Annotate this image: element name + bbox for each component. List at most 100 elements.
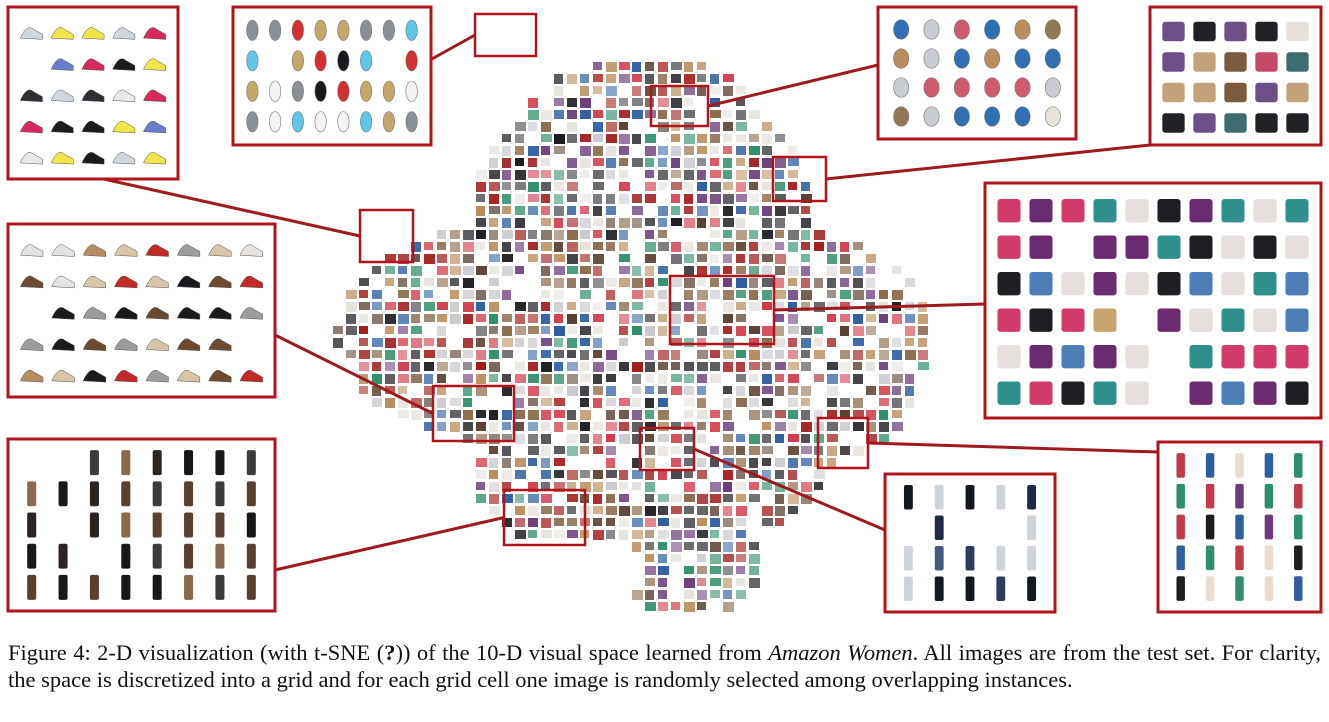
cloud-thumbnail (567, 266, 578, 274)
cloud-thumbnail (814, 302, 825, 312)
product-thumbnail (997, 308, 1021, 332)
cloud-thumbnail (580, 470, 590, 478)
cloud-thumbnail (775, 254, 786, 264)
product-thumbnail (1264, 453, 1274, 478)
cloud-thumbnail (398, 410, 409, 418)
cloud-thumbnail (658, 554, 667, 563)
cloud-thumbnail (684, 266, 694, 275)
cloud-thumbnail (723, 182, 733, 190)
cloud-thumbnail (632, 134, 641, 144)
cloud-thumbnail (554, 290, 564, 299)
product-thumbnail (184, 574, 194, 600)
cloud-thumbnail (554, 350, 564, 358)
cloud-thumbnail (723, 254, 732, 263)
cloud-thumbnail (372, 290, 382, 299)
product-thumbnail (953, 77, 970, 98)
product-thumbnail (82, 369, 106, 383)
cloud-thumbnail (801, 278, 810, 288)
product-thumbnail (19, 27, 43, 40)
product-thumbnail (27, 481, 37, 507)
cloud-thumbnail (697, 290, 708, 300)
cloud-thumbnail (606, 74, 616, 83)
cloud-thumbnail (541, 170, 551, 178)
cloud-thumbnail (840, 350, 850, 359)
product-thumbnail (1205, 576, 1215, 601)
cloud-thumbnail (528, 458, 537, 466)
cloud-thumbnail (567, 530, 578, 538)
cloud-thumbnail (580, 230, 590, 239)
product-thumbnail (923, 19, 940, 40)
product-thumbnail (152, 512, 162, 538)
product-thumbnail (1286, 21, 1309, 42)
cloud-thumbnail (723, 434, 733, 442)
connector-sneakers (89, 174, 361, 238)
product-thumbnail (996, 576, 1006, 601)
cloud-thumbnail (502, 182, 511, 190)
cloud-thumbnail (684, 506, 694, 514)
cloud-thumbnail (632, 542, 641, 552)
cloud-thumbnail (762, 446, 773, 454)
product-thumbnail (239, 369, 263, 383)
cloud-thumbnail (749, 446, 760, 455)
cloud-thumbnail (554, 422, 563, 432)
product-thumbnail (269, 111, 282, 133)
cloud-thumbnail (424, 278, 434, 286)
cloud-thumbnail (619, 194, 629, 204)
cloud-thumbnail (749, 242, 758, 251)
cloud-thumbnail (567, 506, 576, 514)
product-thumbnail (1253, 235, 1277, 259)
cloud-thumbnail (437, 398, 446, 408)
cloud-thumbnail (515, 218, 525, 228)
cloud-thumbnail (632, 278, 643, 288)
cloud-thumbnail (866, 386, 876, 395)
cloud-thumbnail (684, 386, 694, 395)
cloud-thumbnail (762, 194, 771, 202)
cloud-thumbnail (684, 86, 695, 95)
cloud-thumbnail (697, 254, 707, 262)
cloud-thumbnail (749, 206, 759, 215)
cloud-thumbnail (528, 230, 537, 239)
product-thumbnail (1253, 308, 1277, 332)
cloud-thumbnail (593, 470, 603, 479)
cloud-thumbnail (801, 290, 812, 300)
cloud-thumbnail (593, 482, 603, 492)
cloud-thumbnail (788, 410, 798, 419)
cloud-thumbnail (918, 362, 929, 370)
cloud-thumbnail (463, 230, 474, 240)
cloud-thumbnail (684, 254, 694, 263)
cloud-thumbnail (333, 338, 343, 348)
product-thumbnail (1176, 545, 1185, 571)
product-thumbnail (1193, 52, 1216, 72)
cloud-thumbnail (580, 386, 589, 396)
cloud-thumbnail (736, 566, 745, 574)
cloud-thumbnail (489, 506, 500, 515)
cloud-thumbnail (749, 458, 758, 468)
cloud-thumbnail (476, 470, 487, 479)
cloud-thumbnail (359, 290, 368, 298)
cloud-thumbnail (775, 170, 784, 179)
product-thumbnail (145, 307, 169, 320)
cloud-thumbnail (580, 482, 591, 492)
cloud-thumbnail (398, 386, 407, 394)
cloud-thumbnail (684, 458, 695, 466)
cloud-thumbnail (502, 314, 512, 322)
cloud-thumbnail (697, 578, 706, 586)
cloud-thumbnail (684, 410, 693, 418)
cloud-thumbnail (762, 482, 772, 490)
cloud-thumbnail (567, 98, 577, 107)
product-thumbnail (50, 27, 74, 40)
product-thumbnail (1253, 381, 1277, 405)
cloud-thumbnail (749, 554, 760, 564)
cloud-thumbnail (697, 590, 707, 600)
cloud-thumbnail (762, 206, 772, 216)
cloud-thumbnail (658, 302, 667, 311)
cloud-thumbnail (515, 386, 525, 394)
cloud-thumbnail (736, 170, 747, 180)
cloud-thumbnail (775, 134, 785, 142)
product-thumbnail (176, 307, 201, 320)
cloud-thumbnail (788, 158, 799, 166)
cloud-thumbnail (814, 326, 823, 334)
cloud-thumbnail (437, 326, 446, 336)
cloud-thumbnail (788, 470, 797, 480)
cloud-thumbnail (762, 278, 773, 287)
